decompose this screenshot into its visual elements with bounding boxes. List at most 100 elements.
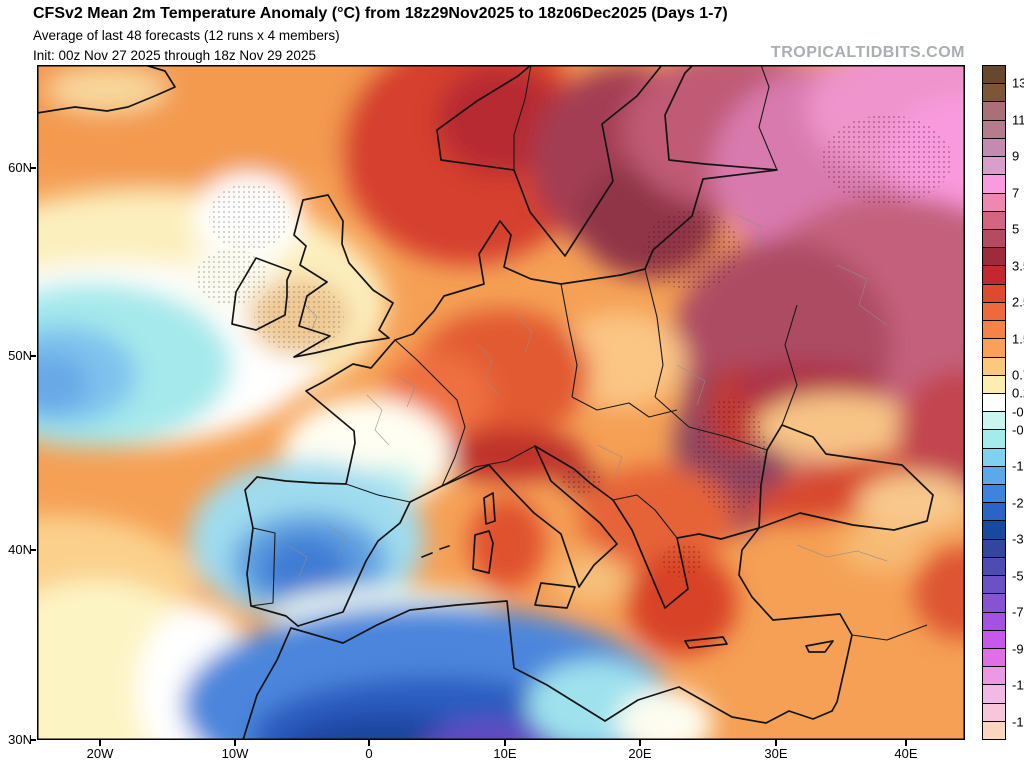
lon-tick-label: 40E — [894, 746, 918, 761]
colorbar-segment — [983, 357, 1005, 376]
lat-tick-label: 60N — [8, 160, 32, 175]
anomaly-blob — [427, 719, 557, 740]
lon-tick-label: 0 — [365, 746, 373, 761]
stipple-overlays — [196, 115, 952, 577]
anomaly-blob — [429, 429, 585, 481]
colorbar-tick-label: -7 — [1012, 604, 1024, 620]
page-subtitle: Average of last 48 forecasts (12 runs x … — [33, 28, 340, 43]
lon-tick-mark — [639, 740, 641, 746]
anomaly-blob — [437, 65, 561, 175]
anomaly-blob — [37, 353, 89, 413]
lon-tick-label: 20W — [86, 746, 114, 761]
init-line: Init: 00z Nov 27 2025 through 18z Nov 29… — [33, 48, 316, 63]
stipple-patch — [562, 467, 602, 493]
lon-tick-label: 20E — [628, 746, 652, 761]
colorbar-segment — [983, 649, 1005, 668]
stipple-patch — [644, 210, 740, 290]
colorbar — [982, 65, 1006, 740]
colorbar-segment — [983, 721, 1005, 740]
colorbar-tick-label: -2.5 — [1012, 495, 1024, 511]
lon-tick-mark — [775, 740, 777, 746]
stipple-patch — [822, 115, 952, 205]
lat-tick-mark — [30, 549, 36, 551]
colorbar-tick-label: -0.25 — [1012, 404, 1024, 420]
colorbar-segment — [983, 576, 1005, 595]
lon-tick-label: 10E — [493, 746, 517, 761]
colorbar-tick-label: 9 — [1012, 148, 1020, 164]
colorbar-tick-label: -5 — [1012, 568, 1024, 584]
anomaly-blob — [556, 556, 628, 604]
colorbar-segment — [983, 157, 1005, 176]
anomaly-blob — [261, 536, 349, 604]
colorbar-tick-label: 0.25 — [1012, 385, 1024, 401]
colorbar-segment — [983, 612, 1005, 631]
map-canvas — [37, 65, 965, 740]
tropicaltidbits-watermark: TROPICALTIDBITS.COM — [770, 44, 965, 61]
lat-tick-mark — [30, 355, 36, 357]
lat-tick-mark — [30, 167, 36, 169]
colorbar-segment — [983, 339, 1005, 358]
colorbar-segment — [983, 685, 1005, 704]
page-title: CFSv2 Mean 2m Temperature Anomaly (°C) f… — [33, 5, 728, 22]
lon-tick-mark — [905, 740, 907, 746]
colorbar-tick-label: 3.5 — [1012, 258, 1024, 274]
colorbar-segment — [983, 412, 1005, 431]
colorbar-tick-label: -13 — [1012, 714, 1024, 730]
stipple-patch — [196, 249, 268, 305]
colorbar-segment — [983, 321, 1005, 340]
colorbar-segment — [983, 393, 1005, 413]
anomaly-blob — [617, 689, 713, 740]
anomaly-blob — [469, 497, 545, 589]
colorbar-segment — [983, 703, 1005, 722]
lon-tick-label: 30E — [764, 746, 788, 761]
colorbar-tick-label: -11 — [1012, 677, 1024, 693]
colorbar-tick-label: 11 — [1012, 112, 1024, 128]
colorbar-segment — [983, 485, 1005, 504]
coastlines — [37, 65, 934, 740]
colorbar-segment — [983, 521, 1005, 540]
lon-tick-mark — [234, 740, 236, 746]
colorbar-tick-label: 5 — [1012, 221, 1020, 237]
colorbar-segment — [983, 175, 1005, 194]
anomaly-blob — [914, 547, 965, 639]
colorbar-tick-label: -1.5 — [1012, 458, 1024, 474]
colorbar-segment — [983, 138, 1005, 158]
stipple-patch — [254, 283, 344, 351]
colorbar-segment — [983, 539, 1005, 558]
colorbar-tick-label: 7 — [1012, 185, 1020, 201]
colorbar-segment — [983, 302, 1005, 322]
colorbar-segment — [983, 466, 1005, 486]
colorbar-tick-label: -3.5 — [1012, 531, 1024, 547]
stipple-patch — [694, 397, 766, 513]
lon-tick-mark — [99, 740, 101, 746]
colorbar-segment — [983, 102, 1005, 121]
colorbar-tick-label: 1.5 — [1012, 331, 1024, 347]
colorbar-tick-label: 0.75 — [1012, 367, 1024, 383]
colorbar-segment — [983, 229, 1005, 249]
country-borders — [250, 65, 928, 641]
colorbar-segment — [983, 557, 1005, 577]
colorbar-segment — [983, 211, 1005, 230]
anomaly-blob — [897, 370, 965, 500]
colorbar-segment — [983, 266, 1005, 285]
colorbar-segment — [983, 120, 1005, 139]
temperature-anomaly-map — [37, 65, 965, 740]
colorbar-segment — [983, 594, 1005, 613]
anomaly-blob — [755, 393, 919, 461]
colorbar-segment — [983, 284, 1005, 303]
anomaly-blob — [857, 473, 965, 533]
lat-tick-label: 40N — [8, 542, 32, 557]
anomaly-blob — [47, 68, 167, 112]
lat-tick-label: 50N — [8, 348, 32, 363]
colorbar-segment — [983, 667, 1005, 686]
colorbar-segment — [983, 430, 1005, 449]
lon-tick-mark — [368, 740, 370, 746]
colorbar-segment — [983, 448, 1005, 467]
lon-tick-label: 10W — [221, 746, 249, 761]
map-frame — [37, 65, 965, 740]
admin-borders — [286, 214, 888, 578]
anomaly-blob — [557, 312, 687, 408]
colorbar-segment — [983, 375, 1005, 394]
colorbar-tick-label: -9 — [1012, 641, 1024, 657]
